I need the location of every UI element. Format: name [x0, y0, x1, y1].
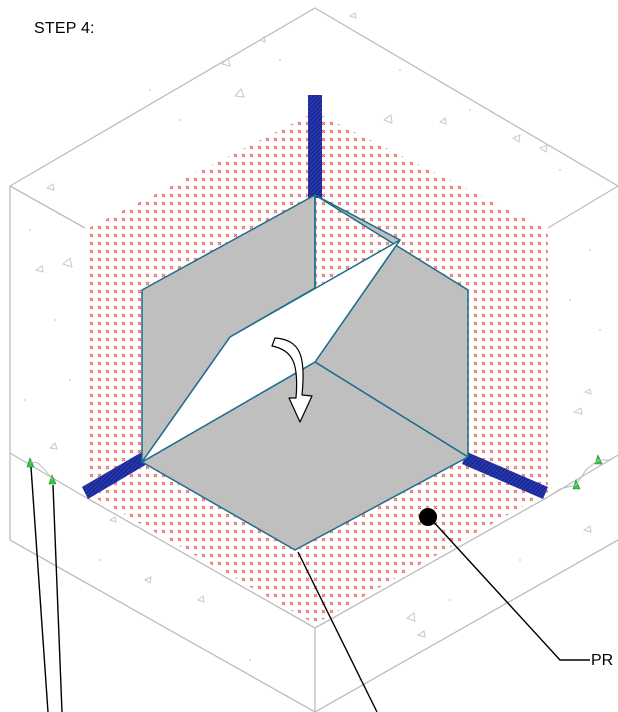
sealant-strip-left — [82, 452, 147, 499]
concrete-texture — [34, 12, 592, 638]
corner-panels — [141, 194, 469, 551]
fold-arrow-icon — [271, 337, 313, 423]
folded-flap — [141, 239, 401, 463]
concrete-block — [9, 7, 618, 712]
callout-dot — [419, 508, 437, 526]
leader-lines — [30, 466, 590, 712]
sealant-strip-top — [308, 95, 322, 198]
sealant-strips — [82, 95, 548, 499]
green-marker-links — [30, 459, 610, 498]
sealant-strip-right — [462, 452, 548, 499]
step-title: STEP 4: — [34, 20, 95, 37]
callout-label-primer: PR — [591, 652, 614, 669]
